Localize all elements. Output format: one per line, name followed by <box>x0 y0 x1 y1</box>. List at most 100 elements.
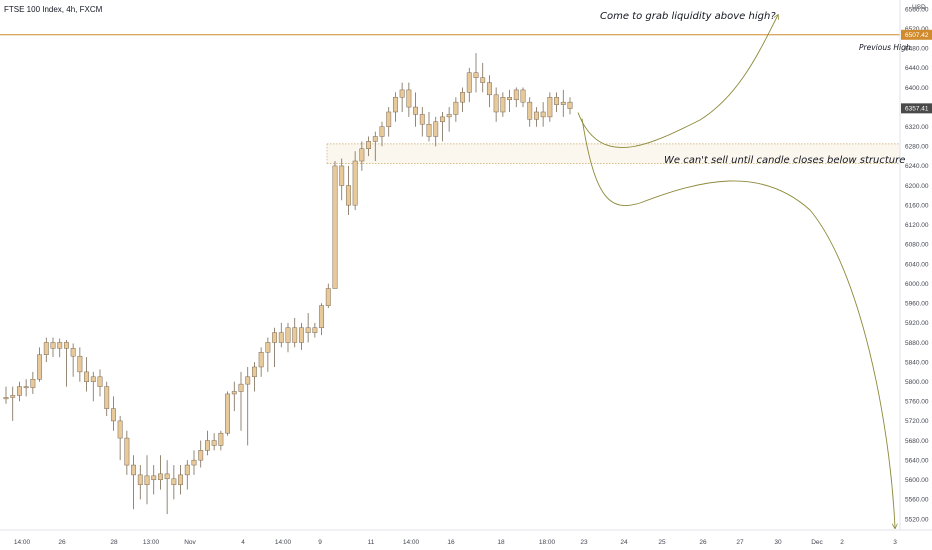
y-tick-label: 5520.00 <box>905 516 929 523</box>
x-tick-label: Dec <box>811 539 823 546</box>
x-tick-label: 4 <box>241 539 245 546</box>
x-tick-label: 18:00 <box>539 539 556 546</box>
candle <box>225 391 231 436</box>
candle <box>251 362 257 392</box>
candle <box>298 322 304 350</box>
candle <box>124 430 130 475</box>
candle <box>493 87 499 122</box>
candle-body <box>238 383 244 392</box>
candle-body <box>131 464 137 476</box>
candle-body <box>332 165 338 289</box>
y-tick-label: 6000.00 <box>905 281 929 288</box>
candle-body <box>272 332 278 343</box>
candle-body <box>473 72 479 78</box>
candle <box>151 465 157 495</box>
candle-body <box>500 97 506 113</box>
candle-body <box>251 366 257 378</box>
x-tick-label: 13:00 <box>143 539 160 546</box>
candle <box>117 416 123 461</box>
candle-body <box>392 97 398 113</box>
candle-body <box>144 475 150 485</box>
candle-body <box>352 160 358 206</box>
candle <box>413 92 419 127</box>
y-tick-label: 5960.00 <box>905 301 929 308</box>
candle <box>446 107 452 132</box>
candle-body <box>63 342 69 349</box>
y-tick-label: 6080.00 <box>905 242 929 249</box>
candle <box>84 357 90 392</box>
projection-down-path <box>581 118 895 528</box>
candle <box>104 381 110 417</box>
candle <box>137 465 143 500</box>
y-tick-label: 6280.00 <box>905 144 929 151</box>
candle-body <box>413 106 419 115</box>
x-tick-label: 25 <box>658 539 666 546</box>
x-tick-label: 2 <box>840 539 844 546</box>
candle <box>332 161 338 289</box>
y-tick-label: 5600.00 <box>905 477 929 484</box>
candle-body <box>171 478 177 485</box>
candle-body <box>298 327 304 343</box>
candle <box>204 430 210 456</box>
candle <box>245 366 251 446</box>
candle <box>486 75 492 108</box>
candle-body <box>325 288 331 306</box>
y-tick-label: 6240.00 <box>905 163 929 170</box>
candle-body <box>204 440 210 451</box>
y-tick-label: 6320.00 <box>905 124 929 131</box>
candle <box>238 371 244 431</box>
candle-body <box>245 376 251 385</box>
candle <box>480 62 486 93</box>
candle-body <box>164 473 170 480</box>
price-tag-label: 6507.42 <box>905 32 929 39</box>
candle <box>90 371 96 402</box>
structure-zone <box>326 143 900 164</box>
candle-body <box>466 72 472 93</box>
candle <box>43 337 49 363</box>
candle-body <box>90 376 96 382</box>
candles <box>3 53 573 515</box>
candle-body <box>16 386 22 396</box>
candle-body <box>554 97 560 105</box>
candle <box>426 111 432 142</box>
annotation-liquidity: Come to grab liquidity above high? <box>600 11 776 22</box>
candle-body <box>211 440 217 446</box>
price-tag-bg <box>901 29 932 40</box>
candle <box>157 455 163 490</box>
candle <box>312 322 318 338</box>
candle-body <box>527 101 533 120</box>
candle-body <box>359 148 365 162</box>
candle-body <box>198 450 204 461</box>
candle-body <box>70 348 76 357</box>
candle-body <box>104 386 110 409</box>
candle-body <box>439 116 445 123</box>
candle-body <box>460 92 466 103</box>
y-tick-label: 6160.00 <box>905 202 929 209</box>
x-tick-label: 11 <box>368 539 375 546</box>
candle <box>131 455 137 510</box>
y-axis-ticks[interactable]: 6560.006520.006480.006440.006400.006360.… <box>905 6 929 523</box>
candle <box>554 92 560 112</box>
candle-body <box>292 327 298 343</box>
y-tick-label: 6040.00 <box>905 261 929 268</box>
y-tick-label: 5760.00 <box>905 399 929 406</box>
candle-body <box>285 327 291 343</box>
candle-body <box>560 101 566 105</box>
candle <box>386 107 392 137</box>
candle-body <box>178 474 184 485</box>
candle <box>533 107 539 127</box>
candle-body <box>312 327 318 333</box>
y-tick-label: 5880.00 <box>905 340 929 347</box>
y-tick-label: 6560.00 <box>905 6 929 13</box>
price-tag-label: 6357.41 <box>905 106 929 113</box>
candle <box>16 381 22 402</box>
candle-body <box>157 473 163 481</box>
candle <box>285 322 291 353</box>
candle <box>57 338 63 358</box>
candle <box>265 337 271 372</box>
x-axis-ticks[interactable]: 14:00 26 28 13:00 Nov 4 14:00 9 11 14:00 16 18 18:00… <box>14 539 897 546</box>
candle-body <box>10 395 16 398</box>
annotation-structure: We can't sell until candle closes below … <box>664 155 905 166</box>
candle <box>547 92 553 122</box>
